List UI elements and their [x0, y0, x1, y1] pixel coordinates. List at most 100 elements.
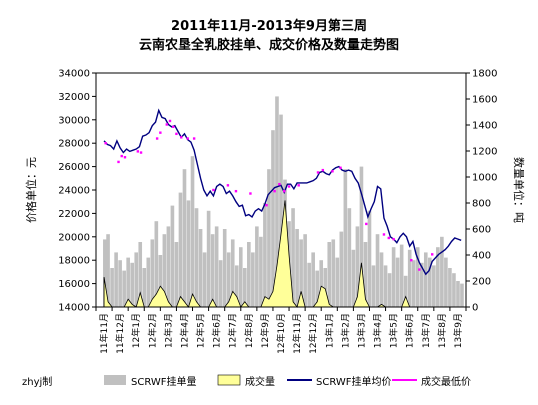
- legend-label-min-price: 成交最低价: [421, 375, 471, 388]
- volume-bar: [291, 208, 295, 307]
- volume-bar: [315, 270, 320, 307]
- volume-bar: [259, 236, 263, 307]
- volume-bar: [331, 239, 336, 307]
- credit-text: zhyj制: [22, 375, 52, 388]
- x-tick-label: 12年1月: [130, 313, 142, 348]
- right-tick-label: 800: [472, 199, 491, 210]
- volume-bar: [444, 257, 448, 307]
- min-price-point: [136, 150, 140, 153]
- volume-bar: [415, 247, 420, 307]
- x-tick-label: 13年7月: [420, 313, 432, 348]
- volume-bar: [166, 226, 171, 307]
- volume-bar: [307, 262, 311, 307]
- legend-label-deal-volume: 成交量: [245, 375, 275, 388]
- x-tick-label: 12年3月: [162, 313, 174, 348]
- volume-bar: [339, 231, 344, 307]
- x-tick-label: 12年5月: [195, 313, 207, 348]
- min-price-point: [165, 123, 168, 126]
- chart-title: 2011年11月-2013年9月第三周: [171, 18, 367, 34]
- volume-bar: [436, 247, 440, 307]
- volume-bar: [427, 257, 432, 307]
- right-tick-label: 1800: [472, 69, 497, 80]
- right-tick-label: 400: [472, 251, 491, 262]
- volume-bar: [194, 208, 199, 307]
- volume-bar: [114, 252, 118, 307]
- volume-bar: [419, 262, 424, 307]
- volume-bar: [186, 200, 191, 307]
- volume-bar: [138, 242, 143, 307]
- volume-bar: [343, 169, 348, 307]
- volume-bar: [355, 226, 360, 307]
- left-axis-ticks: 14000 16000 18000 20000 22000 24000 26000 28000…: [58, 69, 96, 314]
- volume-bar: [395, 257, 400, 307]
- left-tick-label: 28000: [58, 139, 90, 150]
- x-tick-label: 11年12月: [114, 313, 126, 354]
- volume-bar: [247, 242, 251, 307]
- min-price-point: [431, 253, 434, 256]
- volume-bar: [103, 239, 107, 307]
- right-tick-label: 200: [472, 277, 491, 288]
- volume-bar: [110, 268, 114, 307]
- volume-bar: [387, 273, 392, 307]
- volume-bar: [255, 226, 259, 307]
- volume-bar: [190, 156, 195, 307]
- volume-bar: [399, 244, 404, 307]
- x-tick-label: 13年1月: [323, 313, 335, 348]
- volume-bar: [234, 265, 239, 307]
- legend-label-volume: SCRWF挂单量: [131, 375, 197, 388]
- left-tick-label: 24000: [58, 186, 90, 197]
- left-tick-label: 22000: [58, 209, 90, 220]
- x-tick-label: 13年3月: [355, 313, 367, 348]
- x-tick-label: 11年11月: [98, 313, 110, 354]
- volume-bar: [118, 260, 122, 307]
- volume-bar: [351, 249, 356, 307]
- volume-bar: [403, 275, 408, 307]
- min-price-point: [265, 204, 268, 207]
- volume-bar: [263, 203, 267, 307]
- x-axis-ticks: 11年11月 11年12月 12年1月 12年2月 12年3月 12年4月 12年5月 12年…: [95, 307, 467, 354]
- x-tick-label: 13年8月: [436, 313, 448, 348]
- volume-bar: [460, 283, 464, 307]
- avg-price-line-group: [103, 108, 462, 276]
- volume-bar: [158, 255, 163, 307]
- volume-bar: [367, 210, 372, 307]
- volume-bar: [126, 257, 130, 307]
- volume-bar: [122, 270, 126, 307]
- left-tick-label: 16000: [58, 279, 90, 290]
- min-price-point: [331, 170, 334, 173]
- min-price-point: [392, 237, 395, 241]
- volume-bar: [299, 239, 303, 307]
- volume-bar: [371, 265, 376, 307]
- min-price-point: [139, 151, 143, 154]
- x-tick-label: 13年6月: [404, 313, 416, 348]
- min-price-point: [249, 192, 252, 195]
- right-tick-label: 0: [472, 303, 478, 314]
- x-tick-label: 13年4月: [372, 313, 384, 348]
- x-tick-label: 12年9月: [259, 313, 271, 348]
- volume-bar: [150, 239, 155, 307]
- min-price-point: [382, 233, 386, 236]
- volume-bar: [174, 242, 179, 307]
- volume-bar: [363, 242, 368, 307]
- volume-bar: [182, 169, 187, 307]
- min-price-point: [168, 119, 172, 123]
- x-tick-label: 13年5月: [388, 313, 400, 348]
- volume-bar: [379, 252, 384, 307]
- right-axis-label: 数量单位：吨: [512, 157, 526, 223]
- right-tick-label: 1600: [472, 95, 497, 106]
- min-price-point: [365, 222, 368, 226]
- chart-subtitle: 云南农垦全乳胶挂单、成交价格及数量走势图: [139, 37, 399, 53]
- volume-bar: [347, 208, 352, 307]
- min-price-point: [321, 168, 325, 172]
- deal-volume-area-path: [103, 200, 462, 308]
- volume-bar: [323, 268, 328, 307]
- volume-bar: [238, 247, 243, 307]
- volume-bar: [279, 114, 283, 307]
- min-price-point: [418, 268, 421, 271]
- volume-bar: [226, 252, 231, 307]
- min-price-point: [212, 188, 215, 192]
- volume-bar: [162, 234, 167, 307]
- min-price-point: [175, 132, 178, 136]
- left-tick-label: 20000: [58, 232, 90, 243]
